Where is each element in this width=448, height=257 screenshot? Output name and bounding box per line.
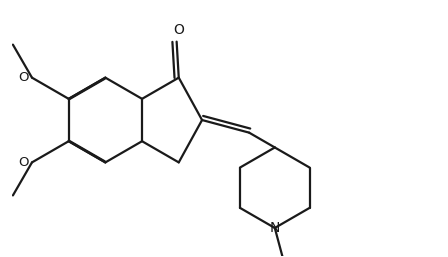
Text: O: O	[18, 71, 29, 84]
Text: O: O	[173, 23, 184, 36]
Text: N: N	[270, 221, 280, 235]
Text: O: O	[18, 156, 29, 169]
